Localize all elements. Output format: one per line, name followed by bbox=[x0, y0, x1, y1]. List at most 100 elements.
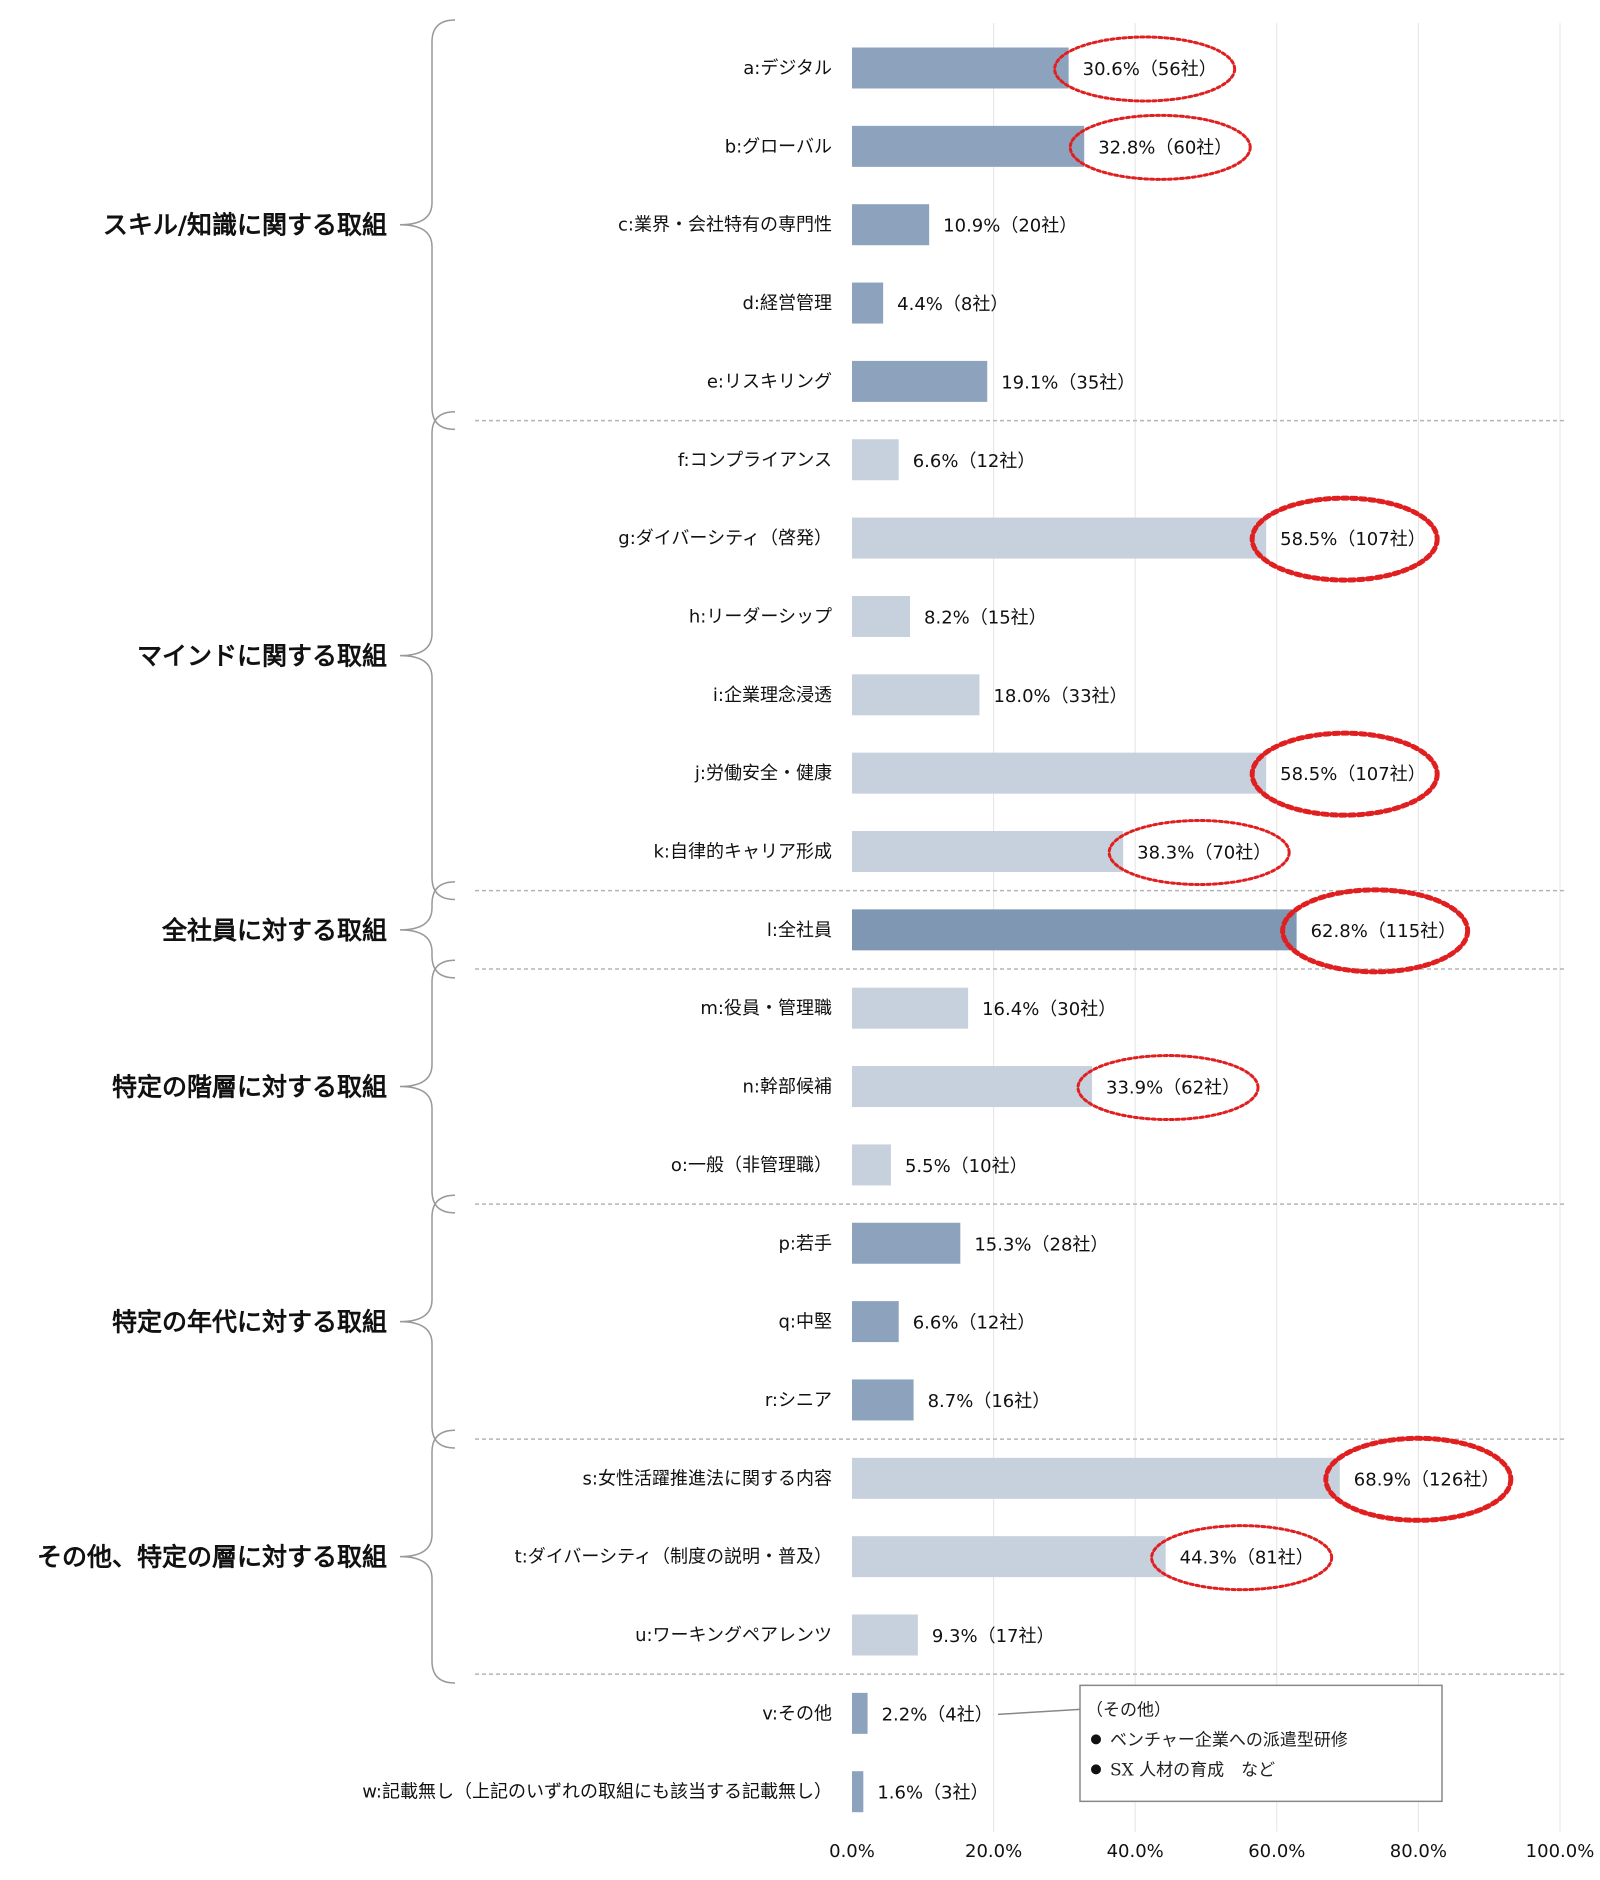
bar bbox=[852, 517, 1267, 559]
group-label: 全社員に対する取組 bbox=[161, 916, 387, 945]
other-note: （その他） ベンチャー企業への派遣型研修 SX 人材の育成 など bbox=[997, 1684, 1443, 1803]
bullet-icon bbox=[1091, 1734, 1101, 1745]
bar bbox=[852, 1222, 961, 1264]
category-label: d:経営管理 bbox=[743, 293, 833, 314]
group-bracket bbox=[399, 1194, 456, 1449]
category-label: i:企業理念浸透 bbox=[713, 684, 832, 706]
bullet-icon bbox=[1091, 1764, 1101, 1775]
x-tick-label: 100.0% bbox=[1526, 1841, 1595, 1862]
bar bbox=[852, 125, 1085, 167]
category-label: b:グローバル bbox=[725, 136, 832, 157]
x-axis-ticks: 0.0% 20.0% 40.0% 60.0% 80.0% 100.0% bbox=[829, 1841, 1594, 1862]
bar bbox=[852, 674, 980, 716]
bar bbox=[852, 1614, 918, 1656]
highlight-ellipse bbox=[1323, 1435, 1514, 1523]
bars: a:デジタル 30.6%（56社） b:グローバル 32.8%（60社） c:業界・会社… bbox=[362, 35, 1514, 1813]
bar bbox=[852, 909, 1297, 951]
group-bracket bbox=[399, 19, 456, 431]
bar bbox=[852, 595, 911, 637]
bar bbox=[852, 1379, 914, 1421]
bar bbox=[852, 1066, 1093, 1108]
x-tick-label: 40.0% bbox=[1107, 1841, 1164, 1862]
category-label: r:シニア bbox=[765, 1390, 832, 1411]
bar bbox=[852, 1457, 1340, 1499]
x-tick-label: 80.0% bbox=[1390, 1841, 1447, 1862]
highlight-ellipse bbox=[1107, 819, 1291, 886]
data-label: 8.2%（15社） bbox=[924, 607, 1047, 628]
group-bracket bbox=[399, 959, 456, 1214]
data-label: 30.6%（56社） bbox=[1083, 59, 1217, 80]
highlight-ellipse bbox=[1249, 730, 1440, 818]
group-bracket bbox=[399, 1429, 456, 1684]
category-label: w:記載無し（上記のいずれの取組にも該当する記載無し） bbox=[362, 1782, 832, 1803]
group-label: 特定の階層に対する取組 bbox=[112, 1073, 387, 1102]
bar bbox=[852, 1144, 891, 1186]
highlight-ellipse bbox=[1249, 495, 1440, 583]
category-label: k:自律的キャリア形成 bbox=[654, 842, 833, 863]
group-bracket bbox=[399, 881, 456, 979]
bar bbox=[852, 831, 1124, 872]
bar bbox=[852, 1301, 899, 1343]
x-tick-label: 60.0% bbox=[1248, 1841, 1305, 1862]
category-label: n:幹部候補 bbox=[743, 1077, 832, 1098]
data-label: 19.1%（35社） bbox=[1001, 372, 1135, 393]
data-label: 44.3%（81社） bbox=[1180, 1548, 1314, 1569]
data-label: 9.3%（17社） bbox=[932, 1626, 1055, 1647]
category-label: m:役員・管理職 bbox=[700, 998, 832, 1019]
data-label: 2.2%（4社） bbox=[882, 1704, 993, 1725]
group-label: スキル/知識に関する取組 bbox=[103, 211, 387, 240]
data-label: 62.8%（115社） bbox=[1311, 921, 1457, 942]
annotation-title: （その他） bbox=[1086, 1700, 1171, 1720]
category-label: h:リーダーシップ bbox=[689, 606, 832, 627]
data-label: 58.5%（107社） bbox=[1280, 764, 1426, 785]
category-label: j:労働安全・健康 bbox=[694, 763, 832, 784]
data-label: 58.5%（107社） bbox=[1280, 529, 1426, 550]
annotation-line: SX 人材の育成 など bbox=[1110, 1760, 1275, 1780]
highlight-ellipse bbox=[1053, 35, 1237, 103]
highlight-ellipse bbox=[1076, 1054, 1260, 1122]
group-label: マインドに関する取組 bbox=[137, 642, 387, 671]
category-label: c:業界・会社特有の専門性 bbox=[618, 215, 832, 236]
category-label: q:中堅 bbox=[779, 1312, 833, 1333]
highlight-ellipse bbox=[1068, 113, 1252, 181]
data-label: 38.3%（70社） bbox=[1137, 843, 1271, 864]
category-label: f:コンプライアンス bbox=[678, 450, 832, 471]
data-label: 16.4%（30社） bbox=[982, 999, 1116, 1020]
category-label: e:リスキリング bbox=[707, 371, 832, 392]
data-label: 33.9%（62社） bbox=[1106, 1078, 1240, 1099]
data-label: 18.0%（33社） bbox=[993, 686, 1127, 707]
bar bbox=[852, 1536, 1166, 1578]
category-label: v:その他 bbox=[762, 1703, 832, 1724]
group-label: その他、特定の層に対する取組 bbox=[37, 1543, 387, 1572]
highlight-ellipse bbox=[1280, 887, 1471, 975]
data-label: 15.3%（28社） bbox=[974, 1234, 1108, 1255]
data-label: 8.7%（16社） bbox=[928, 1391, 1051, 1412]
category-label: t:ダイバーシティ（制度の説明・普及） bbox=[515, 1547, 832, 1568]
annotation-line: ベンチャー企業への派遣型研修 bbox=[1110, 1730, 1348, 1750]
data-label: 6.6%（12社） bbox=[913, 1313, 1036, 1334]
bar bbox=[852, 1771, 864, 1813]
group-label: 特定の年代に対する取組 bbox=[112, 1308, 387, 1337]
data-label: 68.9%（126社） bbox=[1354, 1469, 1500, 1490]
category-label: p:若手 bbox=[779, 1233, 833, 1254]
group-bracket bbox=[399, 411, 456, 901]
category-label: o:一般（非管理職） bbox=[671, 1155, 832, 1176]
data-label: 32.8%（60社） bbox=[1098, 137, 1232, 158]
x-tick-label: 0.0% bbox=[829, 1841, 875, 1862]
category-label: u:ワーキングペアレンツ bbox=[635, 1625, 832, 1646]
data-label: 5.5%（10社） bbox=[905, 1156, 1028, 1177]
data-label: 4.4%（8社） bbox=[897, 294, 1008, 315]
category-label: l:全社員 bbox=[767, 920, 832, 941]
bar bbox=[852, 752, 1267, 794]
annotation-box bbox=[1079, 1684, 1443, 1803]
bar bbox=[852, 360, 988, 402]
bar bbox=[852, 204, 930, 246]
bar bbox=[852, 47, 1069, 89]
data-label: 10.9%（20社） bbox=[943, 216, 1077, 237]
bar bbox=[852, 439, 899, 481]
x-tick-label: 20.0% bbox=[965, 1841, 1022, 1862]
bar bbox=[852, 282, 884, 324]
annotation-connector bbox=[997, 1708, 1081, 1716]
group-brackets: スキル/知識に関する取組マインドに関する取組全社員に対する取組特定の階層に対する… bbox=[37, 19, 456, 1684]
